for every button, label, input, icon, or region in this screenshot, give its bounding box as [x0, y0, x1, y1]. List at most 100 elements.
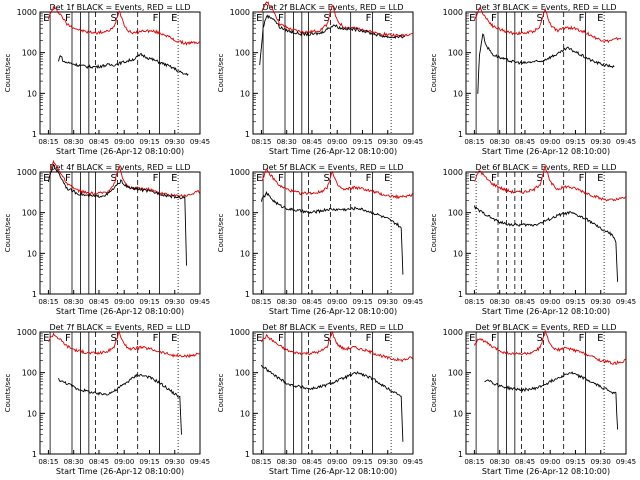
x-tick-label: 09:45 [403, 298, 423, 306]
x-tick-label: 08:45 [89, 298, 109, 306]
y-tick-label: 10 [240, 249, 250, 258]
y-axis-label: Counts/sec [4, 214, 12, 253]
x-tick-label: 09:30 [591, 298, 611, 306]
event-marker-label: E [597, 13, 603, 24]
event-marker-label: F [65, 333, 71, 344]
chart-title: Det 5f BLACK = Events, RED = LLD [262, 163, 403, 172]
x-tick-label: 08:30 [490, 458, 510, 466]
x-axis-label: Start Time (26-Apr-12 08:10:00) [269, 467, 397, 476]
y-tick-label: 1 [245, 290, 250, 299]
event-marker-label: F [366, 173, 372, 184]
x-tick-label: 09:45 [403, 458, 423, 466]
event-marker-label: S [323, 13, 329, 24]
x-tick-label: 09:30 [165, 298, 185, 306]
x-tick-label: 08:15 [464, 138, 484, 146]
x-tick-label: 09:45 [616, 458, 636, 466]
x-tick-label: 09:45 [403, 138, 423, 146]
event-marker-label: E [43, 173, 49, 184]
x-tick-label: 09:45 [190, 458, 210, 466]
event-marker-label: F [153, 13, 159, 24]
y-tick-label: 1 [458, 290, 463, 299]
y-tick-label: 100 [235, 209, 250, 218]
event-marker-label: F [579, 333, 585, 344]
event-marker-label: E [256, 13, 262, 24]
x-tick-label: 08:45 [302, 458, 322, 466]
x-tick-label: 08:15 [251, 298, 271, 306]
events-series-line [260, 364, 404, 442]
event-marker-label: E [384, 173, 390, 184]
y-tick-label: 1 [458, 130, 463, 139]
y-tick-label: 1 [32, 450, 37, 459]
x-tick-label: 08:30 [277, 138, 297, 146]
y-tick-label: 10 [240, 409, 250, 418]
x-tick-label: 09:00 [327, 138, 347, 146]
event-marker-label: F [491, 13, 497, 24]
event-marker-label: E [171, 173, 177, 184]
plot-frame [252, 331, 414, 455]
y-tick-label: 100 [22, 49, 37, 58]
y-tick-label: 1 [32, 130, 37, 139]
x-tick-label: 08:15 [464, 458, 484, 466]
x-tick-label: 08:45 [302, 298, 322, 306]
event-marker-label: E [469, 333, 475, 344]
x-axis-label: Start Time (26-Apr-12 08:10:00) [56, 307, 184, 316]
x-tick-label: 09:30 [591, 458, 611, 466]
event-marker-label: F [153, 173, 159, 184]
plot-frame [39, 331, 201, 455]
plot-frame [39, 11, 201, 135]
y-tick-label: 1000 [443, 168, 463, 177]
events-series-line [477, 33, 615, 94]
x-tick-label: 08:15 [38, 298, 58, 306]
event-marker-label: S [323, 173, 329, 184]
event-marker-label: F [366, 333, 372, 344]
x-tick-label: 08:45 [515, 138, 535, 146]
x-axis-label: Start Time (26-Apr-12 08:10:00) [482, 147, 610, 156]
event-marker-label: E [43, 13, 49, 24]
event-marker-label: E [171, 13, 177, 24]
event-marker-label: E [43, 333, 49, 344]
y-tick-label: 1 [458, 450, 463, 459]
x-tick-label: 08:45 [89, 458, 109, 466]
y-tick-label: 1000 [230, 8, 250, 17]
x-tick-label: 09:00 [540, 138, 560, 146]
y-tick-label: 10 [27, 249, 37, 258]
plot-frame [465, 331, 627, 455]
y-tick-label: 100 [22, 369, 37, 378]
x-tick-label: 09:30 [378, 298, 398, 306]
x-tick-label: 09:30 [378, 458, 398, 466]
events-series-line [47, 163, 187, 266]
y-axis-label: Counts/sec [430, 54, 438, 93]
y-tick-label: 100 [448, 209, 463, 218]
x-tick-label: 09:15 [139, 458, 159, 466]
x-tick-label: 09:15 [352, 298, 372, 306]
events-series-line [58, 52, 189, 76]
lld-series-line [260, 1, 414, 38]
chart-title: Det 9f BLACK = Events, RED = LLD [475, 323, 616, 332]
x-axis-label: Start Time (26-Apr-12 08:10:00) [269, 307, 397, 316]
event-marker-label: F [65, 173, 71, 184]
y-tick-label: 100 [448, 49, 463, 58]
x-axis-label: Start Time (26-Apr-12 08:10:00) [56, 147, 184, 156]
y-tick-label: 10 [453, 249, 463, 258]
x-tick-label: 09:00 [327, 298, 347, 306]
x-tick-label: 09:15 [565, 298, 585, 306]
y-tick-label: 10 [453, 409, 463, 418]
lld-series-line [473, 329, 627, 365]
chart-title: Det 6f BLACK = Events, RED = LLD [475, 163, 616, 172]
y-tick-label: 1000 [443, 8, 463, 17]
x-tick-label: 08:15 [251, 138, 271, 146]
y-axis-label: Counts/sec [430, 214, 438, 253]
lld-series-line [48, 160, 201, 198]
event-marker-label: S [110, 173, 116, 184]
y-tick-label: 1000 [230, 328, 250, 337]
y-tick-label: 1 [245, 450, 250, 459]
y-tick-label: 10 [27, 89, 37, 98]
event-marker-label: F [491, 333, 497, 344]
events-series-line [259, 14, 405, 66]
y-tick-label: 1000 [17, 328, 37, 337]
